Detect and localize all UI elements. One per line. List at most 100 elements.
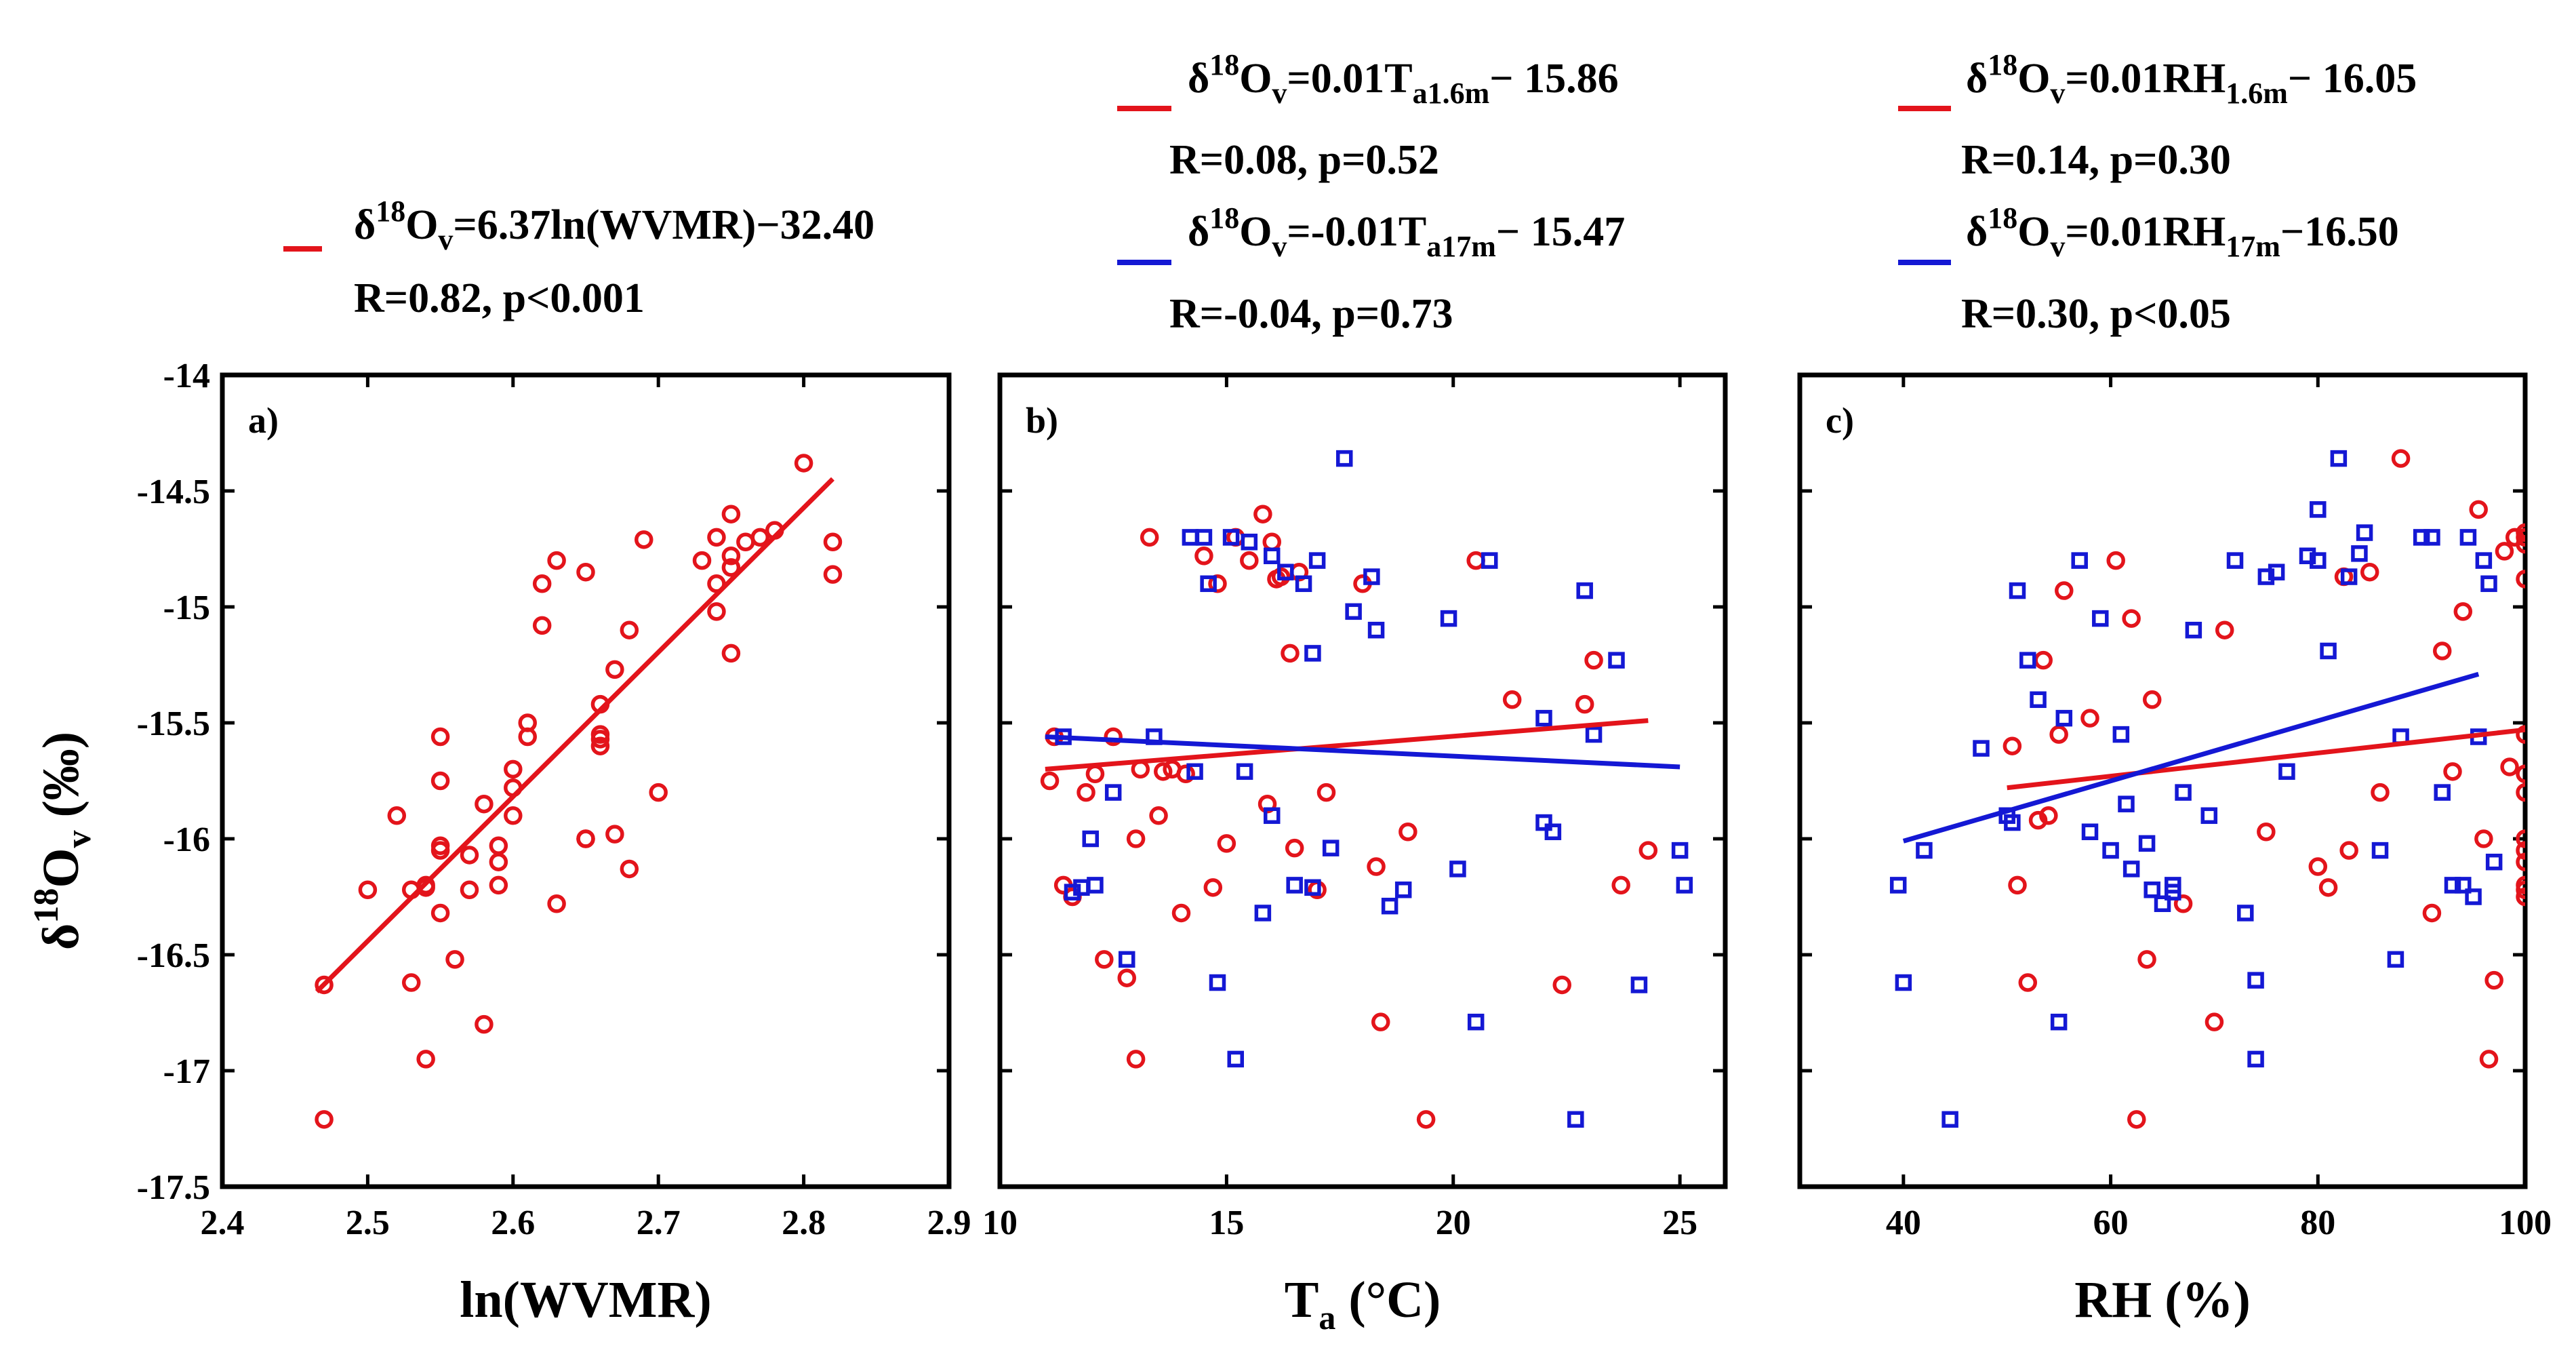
data-point-red [2318,878,2338,897]
data-point-blue [2330,450,2348,467]
data-point-red [489,836,508,856]
data-point-blue [2351,545,2368,562]
data-point-blue [2465,888,2482,905]
data-point-red [1095,950,1114,969]
data-point-blue [2413,529,2430,546]
data-point-blue [1104,784,1122,801]
data-point-blue [1322,839,1340,856]
x-tick-label: 2.7 [637,1204,681,1242]
data-point-red [692,551,712,570]
data-point-blue [2423,529,2440,546]
x-tick-label: 2.8 [782,1204,826,1242]
data-point-red [2008,875,2027,895]
data-point-red [1611,875,1630,895]
data-point-red [1638,841,1658,860]
data-point-blue [2102,842,2119,859]
data-point-blue [1254,905,1272,922]
data-point-blue [2009,582,2026,599]
data-point-blue [1481,552,1498,569]
data-point-red [823,565,843,584]
data-point-red [475,1014,494,1034]
data-point-red [1194,547,1213,566]
x-tick-label: 20 [1436,1204,1471,1242]
data-point-red [823,532,843,551]
data-point-blue [1973,740,1990,757]
data-point-red [721,644,741,663]
y-tick-label: -14 [163,357,210,395]
x-axis-label: ln(WVMR) [460,1271,712,1328]
plot-area [1889,449,2525,1129]
data-point-blue [2175,784,2192,801]
data-point-blue [1381,897,1398,915]
data-point-blue [2340,568,2358,585]
data-point-blue [2475,552,2493,569]
data-point-red [721,547,741,566]
data-point-blue [1186,763,1203,780]
y-axis-label: δ18Ov (‰) [27,732,98,950]
x-tick-label: 2.9 [927,1204,971,1242]
data-point-red [2173,894,2193,913]
y-tick-label: -16 [163,820,210,859]
data-point-red [315,1110,334,1129]
data-point-blue [2200,807,2218,825]
plot-area [1040,450,1693,1129]
plot-frame [997,372,1728,1189]
plot-frame [1797,372,2528,1189]
data-point-red [590,736,610,755]
plot-frame [220,372,952,1189]
data-point-red [1253,505,1272,523]
data-point-red [2308,857,2328,876]
data-point-red [2034,650,2053,670]
data-point-red [707,602,726,621]
data-point-blue [2112,726,2130,743]
panel-letter: a) [248,400,279,441]
data-point-blue [1440,610,1457,627]
data-point-blue [1916,842,1933,859]
data-point-blue [1082,830,1099,848]
data-point-blue [1535,814,1552,831]
data-point-blue [2144,881,2160,898]
data-point-red [1367,857,1386,876]
data-point-red [605,660,624,679]
data-point-red [2339,841,2358,860]
legend-stats: R=-0.04, p=0.73 [1169,291,1453,337]
legend-panel-c: δ18Ov=0.01RH1.6m− 16.05 R=0.14, p=0.30 δ18… [1898,48,2417,337]
data-point-blue [1264,807,1281,825]
data-point-blue [2320,642,2337,660]
data-point-red [620,620,639,639]
data-point-blue [2480,575,2497,593]
data-point-blue [1241,533,1258,551]
data-point-blue [1576,582,1593,599]
data-point-red [430,836,450,856]
data-point-blue [2092,610,2109,627]
data-point-red [2516,841,2525,860]
data-point-red [2127,1110,2146,1129]
data-point-red [1416,1110,1436,1129]
data-point-blue [2459,529,2477,546]
data-point-red [707,528,726,547]
data-point-red [532,574,552,593]
data-point-blue [2138,835,2156,852]
data-point-blue [2371,842,2389,859]
data-point-red [1149,806,1168,825]
data-point-red [387,806,407,825]
panel-letter: c) [1826,400,1854,441]
data-point-red [1285,838,1304,858]
data-point-red [2443,762,2462,781]
legend-equation: δ18Ov=6.37ln(WVMR)−32.40 [354,195,874,256]
data-point-red [2018,973,2038,992]
data-point-blue [1236,763,1253,780]
data-point-blue [1264,547,1281,565]
data-point-blue [2226,552,2244,569]
data-point-red [2516,534,2525,554]
data-point-blue [2310,501,2327,518]
data-point-blue [1304,645,1321,662]
data-point-blue [1345,603,1362,620]
data-point-red [1154,762,1173,781]
data-point-blue [2165,884,2181,901]
data-point-red [489,852,508,871]
data-point-red [1140,528,1159,547]
data-point-red [2516,523,2525,542]
data-point-red [430,903,450,923]
data-point-red [2516,887,2525,907]
